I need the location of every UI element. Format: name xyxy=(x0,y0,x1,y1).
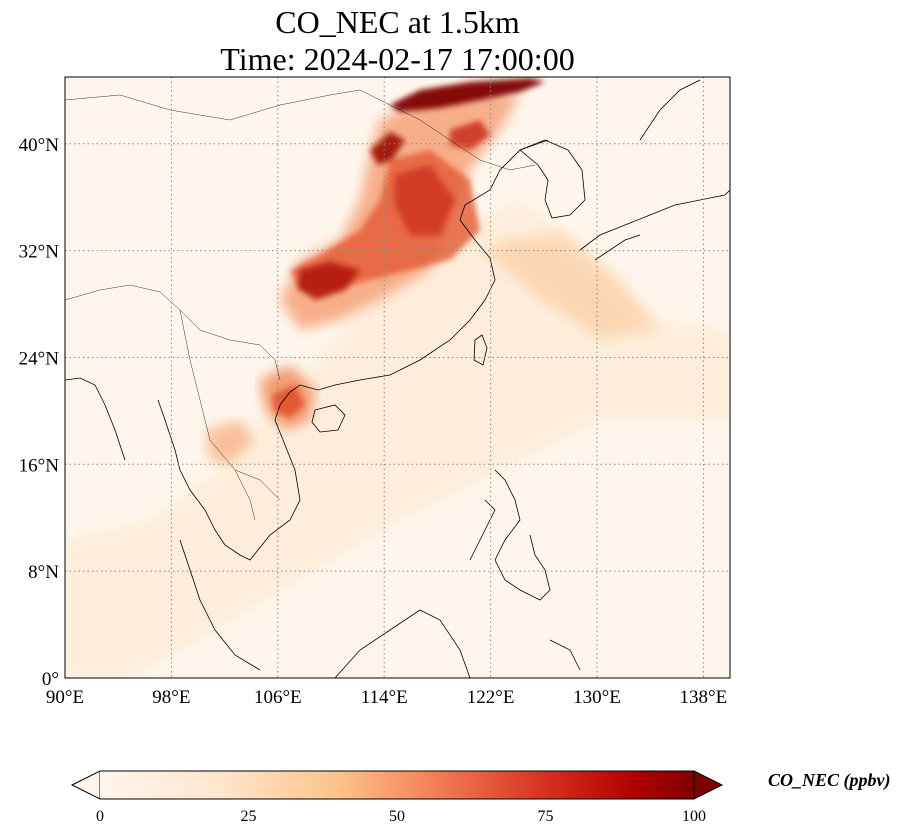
lat-tick-label: 32°N xyxy=(19,242,60,263)
colorbar-extend-high xyxy=(693,770,724,800)
lat-tick-label: 8°N xyxy=(28,562,59,583)
coastlines xyxy=(65,79,730,678)
lon-tick-label: 98°E xyxy=(152,687,190,708)
colorbar-extend-low xyxy=(70,770,101,800)
colorbar-label: CO_NEC (ppbv) xyxy=(768,770,891,790)
colorbar-tick-label: 0 xyxy=(96,808,104,825)
lat-tick-label: 16°N xyxy=(19,455,60,476)
lon-tick-label: 122°E xyxy=(467,687,515,708)
lon-tick-label: 90°E xyxy=(46,687,84,708)
lon-tick-label: 114°E xyxy=(361,687,408,708)
map-frame xyxy=(64,76,731,679)
map-title: CO_NEC at 1.5km xyxy=(275,4,520,40)
lat-tick-label: 40°N xyxy=(19,135,60,156)
colorbar-tick-label: 50 xyxy=(389,808,405,825)
lon-tick-label: 106°E xyxy=(254,687,302,708)
colorbar: 0 25 50 75 100 xyxy=(70,770,724,825)
lat-tick-label: 0° xyxy=(42,669,59,690)
colorbar-tick-label: 100 xyxy=(682,808,706,825)
country-borders xyxy=(65,89,536,521)
map-time: Time: 2024-02-17 17:00:00 xyxy=(220,41,575,77)
colorbar-tick-label: 25 xyxy=(241,808,257,825)
concentration-field xyxy=(65,78,730,678)
lon-tick-label: 138°E xyxy=(680,687,728,708)
lat-tick-label: 24°N xyxy=(19,348,60,369)
colorbar-tick-label: 75 xyxy=(538,808,554,825)
lon-tick-label: 130°E xyxy=(573,687,621,708)
colorbar-gradient xyxy=(100,771,694,799)
graticule xyxy=(65,77,730,678)
